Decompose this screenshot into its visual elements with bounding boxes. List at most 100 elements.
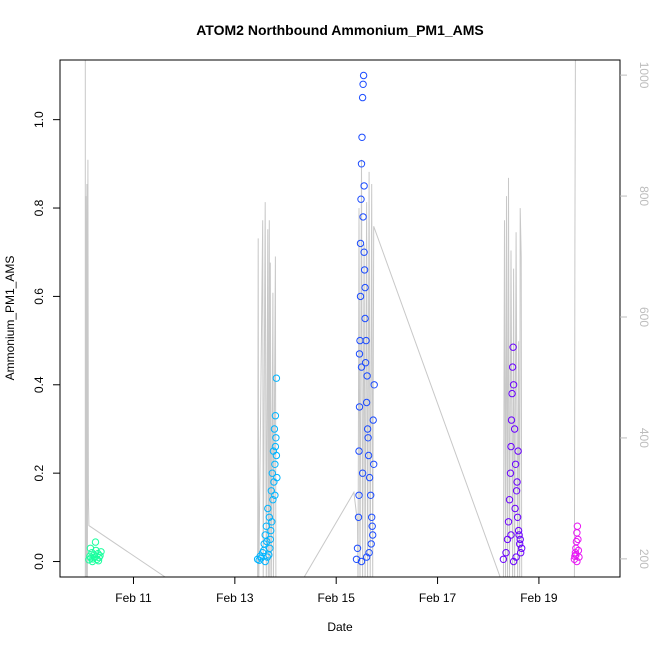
data-point xyxy=(358,93,367,102)
data-point xyxy=(516,540,524,548)
data-point xyxy=(509,343,517,351)
data-point xyxy=(269,496,277,504)
y2-tick-label: 800 xyxy=(637,186,650,206)
data-point xyxy=(503,535,512,544)
data-point xyxy=(512,553,520,561)
data-point xyxy=(355,491,363,499)
data-point xyxy=(355,350,364,358)
data-point xyxy=(574,535,582,544)
data-point xyxy=(362,398,371,407)
data-point xyxy=(363,425,372,433)
data-point xyxy=(573,522,582,530)
data-point xyxy=(361,359,370,367)
scatter-points-layer xyxy=(85,71,583,566)
data-point xyxy=(572,551,580,559)
data-point xyxy=(353,544,362,552)
data-point xyxy=(260,546,268,555)
x-tick-label: Feb 17 xyxy=(419,591,457,605)
data-point xyxy=(358,133,366,142)
data-point xyxy=(367,491,375,499)
data-point xyxy=(263,537,271,546)
y-axis-label: Ammonium_PM1_AMS xyxy=(3,256,17,381)
data-point xyxy=(368,513,376,521)
y2-tick-label: 1000 xyxy=(637,62,650,89)
data-point xyxy=(509,557,518,566)
data-point xyxy=(502,549,510,557)
data-point xyxy=(357,195,365,203)
data-point xyxy=(572,537,581,546)
data-point xyxy=(357,363,366,371)
data-point xyxy=(363,372,371,380)
data-point xyxy=(271,412,280,420)
y-tick-label: 0.2 xyxy=(32,465,46,482)
data-point xyxy=(507,531,515,539)
data-point xyxy=(513,513,522,521)
data-point xyxy=(360,182,368,190)
data-point xyxy=(369,416,377,424)
altitude-trace-line xyxy=(84,60,576,577)
y2-tick-label: 400 xyxy=(637,428,650,448)
data-point xyxy=(364,451,373,460)
data-point xyxy=(85,556,93,564)
data-point xyxy=(267,526,275,535)
data-point xyxy=(362,336,370,345)
data-point xyxy=(272,374,281,382)
data-point xyxy=(511,504,519,513)
data-point xyxy=(367,540,375,548)
data-point xyxy=(518,544,526,552)
data-point xyxy=(359,80,367,89)
y2-tick-label: 600 xyxy=(637,307,650,327)
data-point xyxy=(510,425,519,433)
y-tick-label: 1.0 xyxy=(32,111,46,128)
data-point xyxy=(356,239,365,248)
data-point xyxy=(512,487,521,495)
data-point xyxy=(355,403,364,411)
data-point xyxy=(261,531,269,539)
data-point xyxy=(255,556,263,564)
data-point xyxy=(271,442,280,451)
data-point xyxy=(257,554,265,562)
data-point xyxy=(506,469,515,477)
data-point xyxy=(365,549,373,557)
x-axis: Feb 11 Feb 13 Feb 15 Feb 17 Feb 19 xyxy=(115,577,558,605)
data-point xyxy=(514,526,523,535)
chart-title: ATOM2 Northbound Ammonium_PM1_AMS xyxy=(196,22,484,38)
data-point xyxy=(360,248,368,256)
data-point xyxy=(359,213,367,221)
data-point xyxy=(507,416,516,424)
x-axis-label: Date xyxy=(327,620,353,634)
data-point xyxy=(509,381,518,389)
data-point xyxy=(270,425,279,433)
data-point xyxy=(508,389,516,398)
data-point xyxy=(364,434,372,442)
y-tick-label: 0.6 xyxy=(32,288,46,305)
data-point xyxy=(365,473,374,482)
plot-frame xyxy=(59,59,621,578)
data-point xyxy=(264,504,272,513)
data-point xyxy=(267,487,275,495)
data-point xyxy=(262,522,270,530)
data-point xyxy=(370,460,378,468)
data-point xyxy=(357,160,366,168)
data-point xyxy=(268,518,276,526)
data-point xyxy=(361,314,369,323)
y-tick-label: 0.8 xyxy=(32,199,46,216)
data-point xyxy=(355,447,363,455)
data-point xyxy=(265,551,273,559)
data-point xyxy=(369,531,377,539)
data-point xyxy=(514,447,522,455)
data-point xyxy=(508,363,517,371)
data-point xyxy=(352,555,361,563)
data-point xyxy=(507,442,515,451)
data-point xyxy=(86,544,95,552)
secondary-y-axis: 200 400 600 800 1000 xyxy=(620,62,650,569)
data-point xyxy=(362,553,371,561)
y-axis: 0.0 0.2 0.4 0.6 0.8 1.0 xyxy=(32,111,60,570)
data-point xyxy=(370,381,378,389)
data-point xyxy=(272,451,281,460)
data-point xyxy=(359,71,368,80)
x-tick-label: Feb 11 xyxy=(115,591,152,605)
data-point xyxy=(97,548,105,556)
data-point xyxy=(273,473,281,482)
